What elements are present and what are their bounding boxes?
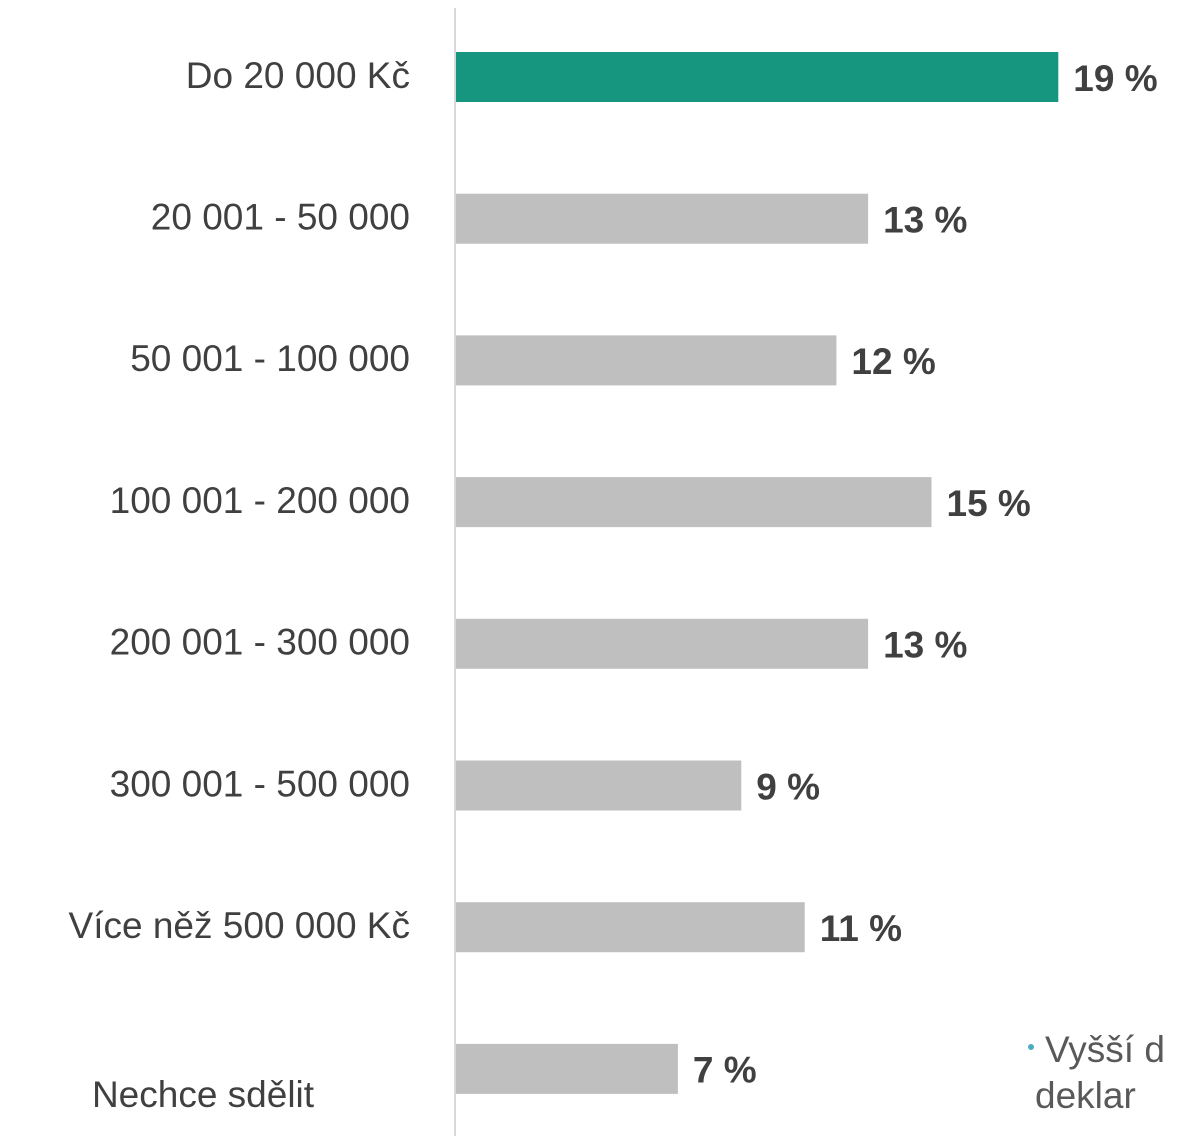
category-label: 300 001 - 500 000 [110, 763, 410, 804]
bar [456, 618, 869, 669]
category-label: Do 20 000 Kč [186, 55, 410, 96]
annotation: deklar [1035, 1075, 1136, 1116]
value-label: 13 % [883, 199, 967, 240]
bar [456, 760, 742, 811]
category-label: 20 001 - 50 000 [151, 196, 410, 237]
bar [456, 335, 837, 386]
value-label: 12 % [851, 341, 935, 382]
bar [456, 52, 1059, 102]
bar [456, 1043, 678, 1094]
value-label: 13 % [883, 625, 967, 666]
bar [456, 193, 869, 244]
category-label: Více něž 500 000 Kč [69, 905, 410, 946]
bar [456, 477, 932, 528]
bullet [1028, 1044, 1034, 1050]
value-label: 9 % [756, 766, 820, 807]
bar [456, 902, 805, 953]
value-label: 11 % [820, 908, 902, 949]
category-label: 100 001 - 200 000 [110, 480, 410, 521]
value-label: 15 % [947, 483, 1031, 524]
value-label: 7 % [693, 1050, 757, 1091]
category-label: 200 001 - 300 000 [110, 622, 410, 663]
value-label: 19 % [1073, 58, 1157, 99]
category-label: Nechce sdělit [92, 1074, 315, 1115]
annotation: Vyšší d [1045, 1029, 1165, 1070]
category-label: 50 001 - 100 000 [130, 338, 410, 379]
